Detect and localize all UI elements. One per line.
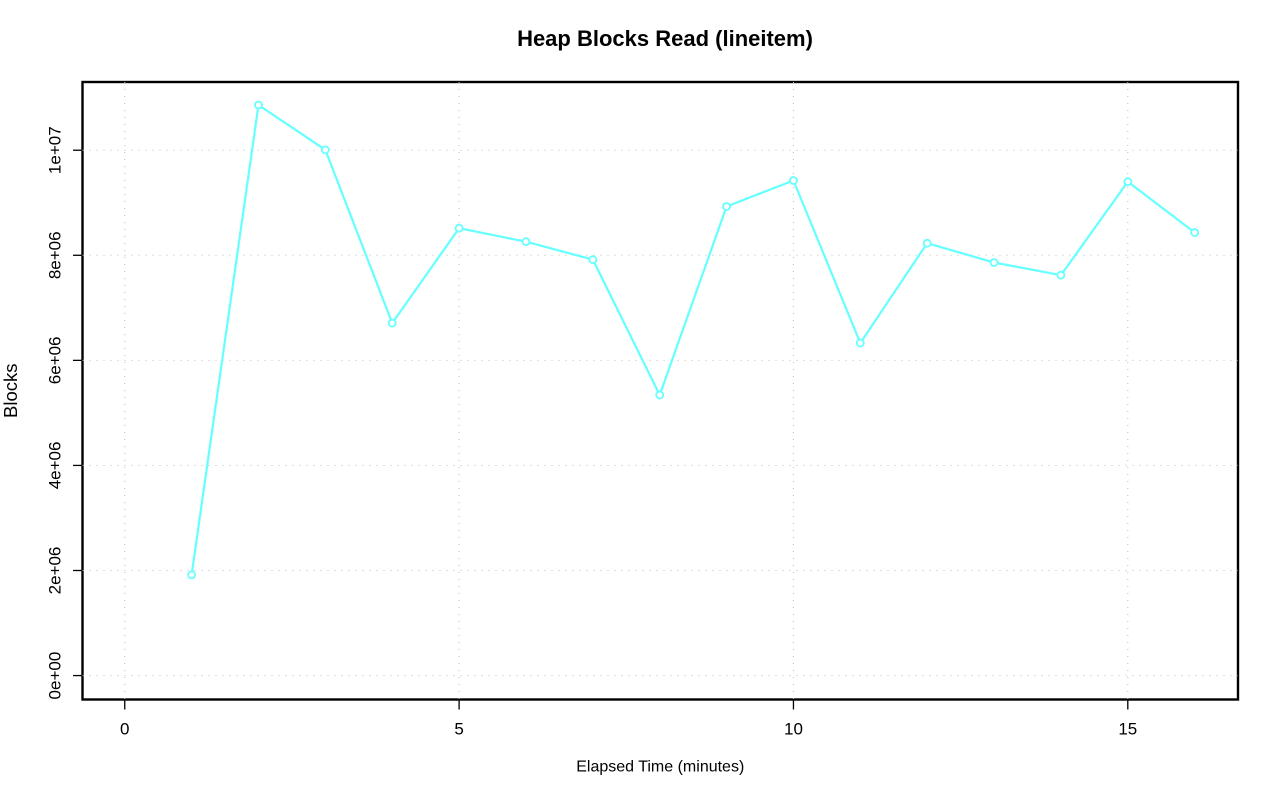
svg-text:6e+06: 6e+06 <box>46 336 65 384</box>
svg-text:Blocks: Blocks <box>0 364 21 419</box>
svg-text:4e+06: 4e+06 <box>46 442 65 490</box>
svg-text:15: 15 <box>1118 720 1137 739</box>
svg-text:2e+06: 2e+06 <box>46 547 65 595</box>
svg-text:Elapsed Time (minutes): Elapsed Time (minutes) <box>576 759 744 776</box>
svg-text:0: 0 <box>120 720 129 739</box>
svg-text:0e+00: 0e+00 <box>46 652 65 700</box>
svg-text:10: 10 <box>784 720 803 739</box>
svg-text:1e+07: 1e+07 <box>46 126 65 174</box>
svg-text:8e+06: 8e+06 <box>46 231 65 279</box>
svg-text:5: 5 <box>454 720 463 739</box>
